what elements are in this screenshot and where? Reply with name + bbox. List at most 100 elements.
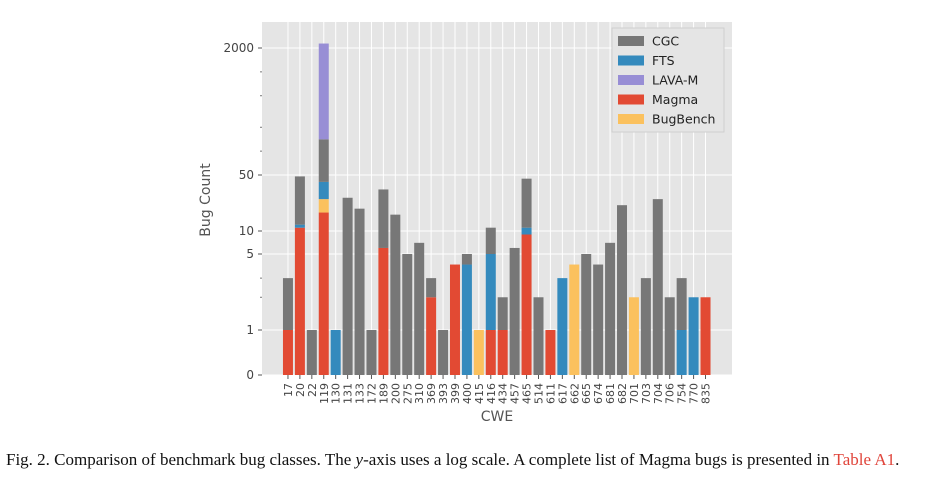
figure-caption: Fig. 2. Comparison of benchmark bug clas…	[6, 449, 936, 471]
bar-segment-cgc	[402, 254, 413, 375]
x-tick-label: 514	[532, 383, 545, 404]
x-tick-label: 682	[616, 383, 629, 404]
bar-segment-cgc	[426, 278, 437, 298]
bar-segment-cgc	[282, 278, 293, 330]
x-tick-label: 416	[485, 383, 498, 404]
bar-segment-magma	[294, 227, 305, 375]
bar-segment-cgc	[485, 227, 496, 254]
bar-segment-fts	[461, 264, 472, 375]
legend-label-lava-m: LAVA-M	[652, 73, 698, 88]
bar-segment-magma	[497, 330, 508, 375]
x-axis: 1720221191301311331721892002753103693933…	[282, 375, 713, 404]
y-axis: 0 1 5 10 50 2000	[223, 41, 262, 382]
x-tick-label: 701	[628, 383, 641, 404]
bug-class-chart: 0 1 5 10 50 2000 1720221191301311331721892002…	[198, 22, 732, 425]
table-link[interactable]: Table A1	[833, 450, 896, 469]
x-tick-label: 399	[449, 383, 462, 404]
bar-segment-bugbench	[318, 199, 329, 213]
x-tick-label: 131	[342, 383, 355, 404]
y-tick-label: 1	[246, 323, 254, 337]
y-tick-label: 0	[246, 368, 254, 382]
bar-segment-cgc	[533, 297, 544, 375]
bar-segment-cgc	[593, 264, 604, 375]
bars	[282, 43, 711, 375]
bar-segment-fts	[676, 330, 687, 375]
legend-swatch-cgc	[618, 36, 644, 46]
x-tick-label: 611	[544, 383, 557, 404]
bar-segment-cgc	[354, 208, 365, 375]
x-tick-label: 130	[330, 383, 343, 404]
x-tick-label: 706	[664, 383, 677, 404]
y-tick-label: 2000	[223, 41, 254, 55]
x-tick-label: 617	[556, 383, 569, 404]
caption-prefix: Fig. 2. Comparison of benchmark bug clas…	[6, 450, 356, 469]
x-tick-label: 770	[688, 383, 701, 404]
bar-segment-bugbench	[569, 264, 580, 375]
legend-label-fts: FTS	[652, 53, 675, 68]
x-tick-label: 703	[640, 383, 653, 404]
bar-segment-magma	[378, 247, 389, 375]
bar-segment-fts	[330, 330, 341, 375]
bar-segment-magma	[449, 264, 460, 375]
bar-segment-fts	[521, 227, 532, 235]
legend-swatch-bugbench	[618, 114, 644, 124]
bar-segment-cgc	[390, 214, 401, 375]
bar-segment-fts	[294, 224, 305, 228]
bar-segment-cgc	[306, 330, 317, 375]
caption-variable: y	[355, 450, 364, 469]
x-tick-label: 369	[425, 383, 438, 404]
bar-segment-cgc	[652, 199, 663, 375]
bar-segment-cgc	[366, 330, 377, 375]
legend: CGC FTS LAVA-M Magma BugBench	[611, 27, 725, 133]
legend-swatch-lava-m	[618, 75, 644, 85]
bar-segment-magma	[485, 330, 496, 375]
x-tick-label: 415	[473, 383, 486, 404]
legend-label-cgc: CGC	[652, 34, 679, 49]
bar-segment-cgc	[617, 205, 628, 375]
x-tick-label: 200	[389, 383, 402, 404]
bar-segment-cgc	[318, 139, 329, 182]
bar-segment-magma	[521, 234, 532, 375]
bar-segment-cgc	[414, 242, 425, 375]
y-axis-label: Bug Count	[198, 163, 214, 237]
x-tick-label: 189	[377, 383, 390, 404]
bar-segment-cgc	[497, 297, 508, 330]
bar-segment-cgc	[581, 254, 592, 375]
bar-segment-fts	[485, 254, 496, 330]
bar-segment-magma	[318, 212, 329, 375]
bar-segment-fts	[688, 297, 699, 375]
legend-label-magma: Magma	[652, 92, 698, 107]
bar-segment-cgc	[294, 176, 305, 225]
bar-segment-lava-m	[318, 43, 329, 140]
x-tick-label: 704	[652, 383, 665, 404]
legend-swatch-fts	[618, 55, 644, 66]
x-tick-label: 457	[509, 383, 522, 404]
bar-segment-bugbench	[628, 297, 639, 375]
bar-segment-magma	[545, 330, 556, 375]
bar-segment-cgc	[664, 297, 675, 375]
bar-segment-cgc	[509, 247, 520, 375]
y-tick-label: 50	[239, 168, 254, 182]
bar-segment-cgc	[461, 254, 472, 265]
x-tick-label: 665	[580, 383, 593, 404]
x-tick-label: 754	[676, 383, 689, 404]
x-tick-label: 310	[413, 383, 426, 404]
bar-segment-magma	[282, 330, 293, 375]
x-tick-label: 20	[294, 383, 307, 397]
x-tick-label: 17	[282, 383, 295, 397]
bar-segment-cgc	[342, 197, 353, 375]
bar-segment-cgc	[521, 178, 532, 228]
bar-segment-cgc	[438, 330, 449, 375]
bar-segment-cgc	[378, 189, 389, 248]
x-tick-label: 835	[700, 383, 713, 404]
x-tick-label: 119	[318, 383, 331, 404]
x-tick-label: 172	[365, 383, 378, 404]
bar-segment-bugbench	[473, 330, 484, 375]
x-tick-label: 674	[592, 383, 605, 404]
bar-segment-magma	[426, 297, 437, 375]
bar-segment-magma	[700, 297, 711, 375]
caption-suffix: .	[895, 450, 900, 469]
x-tick-label: 275	[401, 383, 414, 404]
y-tick-label: 5	[246, 247, 254, 261]
legend-label-bugbench: BugBench	[652, 112, 715, 127]
